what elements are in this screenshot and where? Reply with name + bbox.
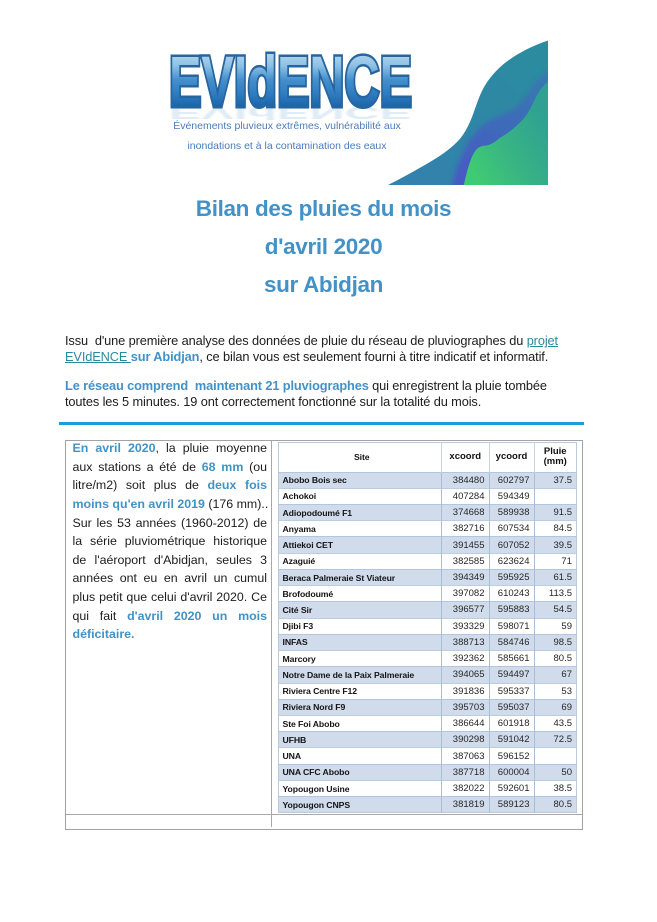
svg-text:EVIdENCE: EVIdENCE [169,43,412,122]
svg-text:EVIdENCE: EVIdENCE [169,103,412,123]
